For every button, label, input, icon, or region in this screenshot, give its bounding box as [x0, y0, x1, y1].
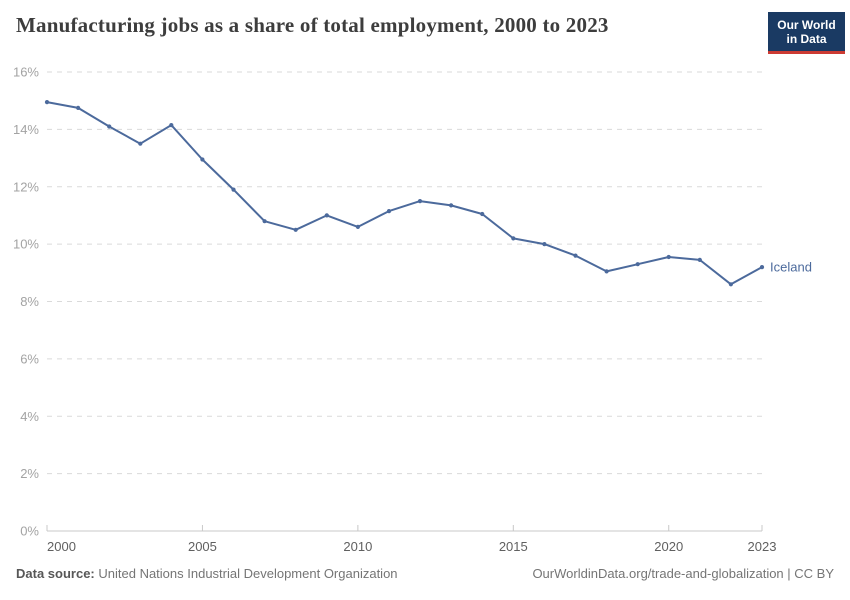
- owid-logo[interactable]: Our World in Data: [768, 12, 845, 54]
- x-tick-label: 2010: [343, 539, 372, 554]
- data-point[interactable]: [449, 203, 454, 208]
- y-tick-label: 12%: [13, 179, 39, 194]
- entity-label[interactable]: Iceland: [770, 260, 812, 275]
- data-point[interactable]: [324, 213, 329, 218]
- y-tick-label: 6%: [20, 351, 39, 366]
- chart-footer: Data source: United Nations Industrial D…: [16, 566, 834, 581]
- y-tick-label: 4%: [20, 409, 39, 424]
- x-tick-label: 2015: [499, 539, 528, 554]
- data-point[interactable]: [107, 124, 112, 129]
- data-point[interactable]: [417, 199, 423, 204]
- y-tick-label: 2%: [20, 466, 39, 481]
- data-line[interactable]: [46, 101, 763, 286]
- data-source-value: United Nations Industrial Development Or…: [98, 566, 398, 581]
- data-point[interactable]: [542, 242, 547, 247]
- data-point[interactable]: [666, 254, 671, 260]
- chart-title: Manufacturing jobs as a share of total e…: [16, 13, 609, 37]
- data-point[interactable]: [759, 265, 765, 270]
- data-point[interactable]: [262, 219, 267, 224]
- data-point[interactable]: [293, 227, 298, 232]
- data-point[interactable]: [728, 282, 734, 287]
- owid-logo-line2: in Data: [786, 32, 827, 46]
- data-source-label: Data source:: [16, 566, 95, 581]
- y-tick-label: 10%: [13, 237, 39, 252]
- data-point[interactable]: [200, 157, 205, 162]
- data-source-note: Data source: United Nations Industrial D…: [16, 566, 398, 581]
- owid-logo-line1: Our World: [777, 18, 836, 32]
- y-tick-label: 8%: [20, 294, 39, 309]
- y-tick-label: 14%: [13, 122, 39, 137]
- x-tick-label: 2020: [654, 539, 683, 554]
- data-point[interactable]: [573, 253, 578, 258]
- data-point[interactable]: [604, 269, 609, 274]
- y-tick-label: 16%: [13, 65, 39, 80]
- data-point[interactable]: [386, 209, 392, 214]
- data-point[interactable]: [44, 100, 50, 105]
- y-tick-label: 0%: [20, 524, 39, 539]
- data-point[interactable]: [231, 187, 236, 192]
- x-tick-label: 2023: [748, 539, 777, 554]
- data-point[interactable]: [511, 236, 516, 241]
- data-point[interactable]: [635, 262, 640, 267]
- x-tick-label: 2005: [188, 539, 217, 554]
- x-tick-label: 2000: [47, 539, 76, 554]
- data-point[interactable]: [697, 257, 702, 262]
- data-point[interactable]: [138, 141, 143, 146]
- data-point[interactable]: [480, 211, 485, 217]
- data-point[interactable]: [169, 123, 174, 128]
- data-point[interactable]: [76, 105, 81, 110]
- data-point[interactable]: [355, 224, 360, 229]
- attribution-link[interactable]: OurWorldinData.org/trade-and-globalizati…: [532, 566, 834, 581]
